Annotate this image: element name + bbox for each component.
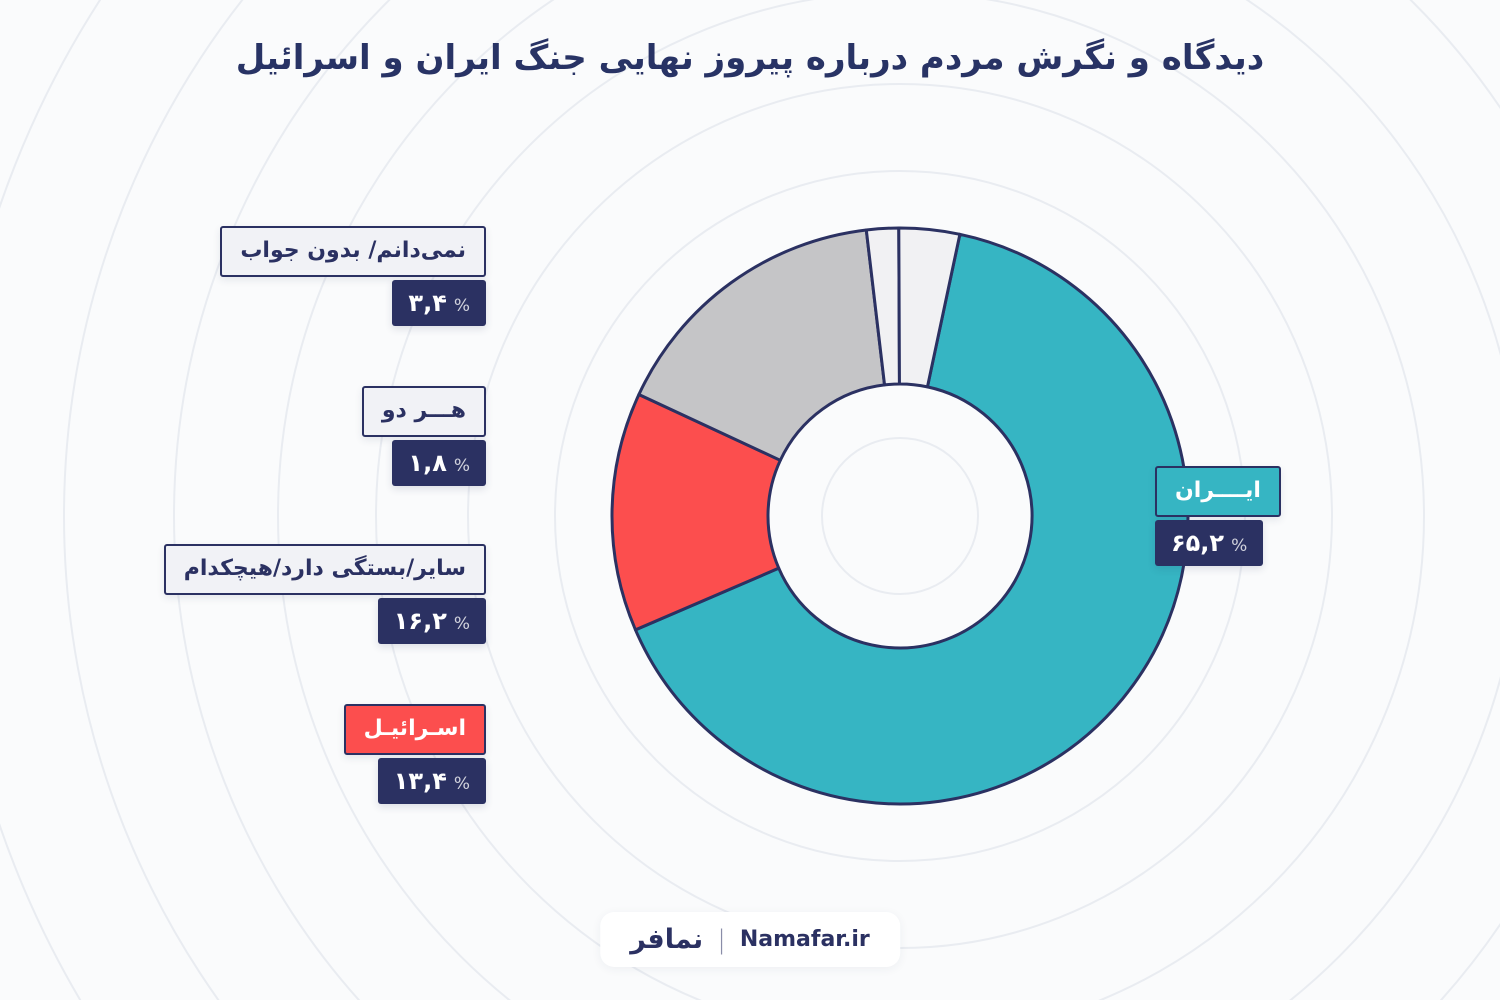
callout-other-label: سایر/بستگی دارد/هیچکدام [163, 544, 486, 595]
callout-both-label: هـــر دو [361, 386, 486, 437]
callout-iran: ایــــران ۶۵,۲ % [1155, 466, 1281, 567]
callout-other-value: ۱۶,۲ % [377, 597, 486, 645]
percent-sign: % [453, 773, 470, 794]
percent-sign: % [453, 455, 470, 476]
callout-israel-value: ۱۳,۴ % [377, 757, 486, 805]
donut-chart [610, 226, 1190, 806]
slice-israel [610, 392, 782, 632]
percent-sign: % [453, 613, 470, 634]
percent-sign: % [1231, 535, 1248, 556]
donut-chart-container [600, 216, 1200, 816]
slice-dont-know [897, 226, 962, 389]
callout-dont-know: نمی‌دانم/ بدون جواب ۳,۴ % [220, 226, 486, 327]
slice-other-depends-none [637, 228, 887, 462]
callout-israel-label: اسـرائیـل [343, 704, 486, 755]
percent-sign: % [453, 295, 470, 316]
callout-iran-label: ایــــران [1155, 466, 1281, 517]
percent-value: ۳,۴ [408, 288, 447, 317]
footer-separator: | [717, 924, 726, 955]
callout-dont-know-value: ۳,۴ % [392, 279, 486, 327]
callout-israel: اسـرائیـل ۱۳,۴ % [343, 704, 486, 805]
callout-iran-value: ۶۵,۲ % [1155, 519, 1264, 567]
callout-other-depends-none: سایر/بستگی دارد/هیچکدام ۱۶,۲ % [163, 544, 486, 645]
footer-branding: نمافر | Namafar.ir [600, 912, 900, 967]
callout-dont-know-label: نمی‌دانم/ بدون جواب [220, 226, 486, 277]
percent-value: ۶۵,۲ [1171, 528, 1225, 557]
brand-logo: نمافر [630, 924, 704, 955]
slice-iran [633, 232, 1190, 806]
callout-both-value: ۱,۸ % [392, 439, 486, 487]
page-title: دیدگاه و نگرش مردم درباره پیروز نهایی جن… [235, 38, 1265, 78]
callout-both: هـــر دو ۱,۸ % [361, 386, 486, 487]
percent-value: ۱,۸ [408, 448, 447, 477]
percent-value: ۱۳,۴ [393, 766, 447, 795]
site-url: Namafar.ir [739, 927, 870, 952]
percent-value: ۱۶,۲ [393, 606, 447, 635]
